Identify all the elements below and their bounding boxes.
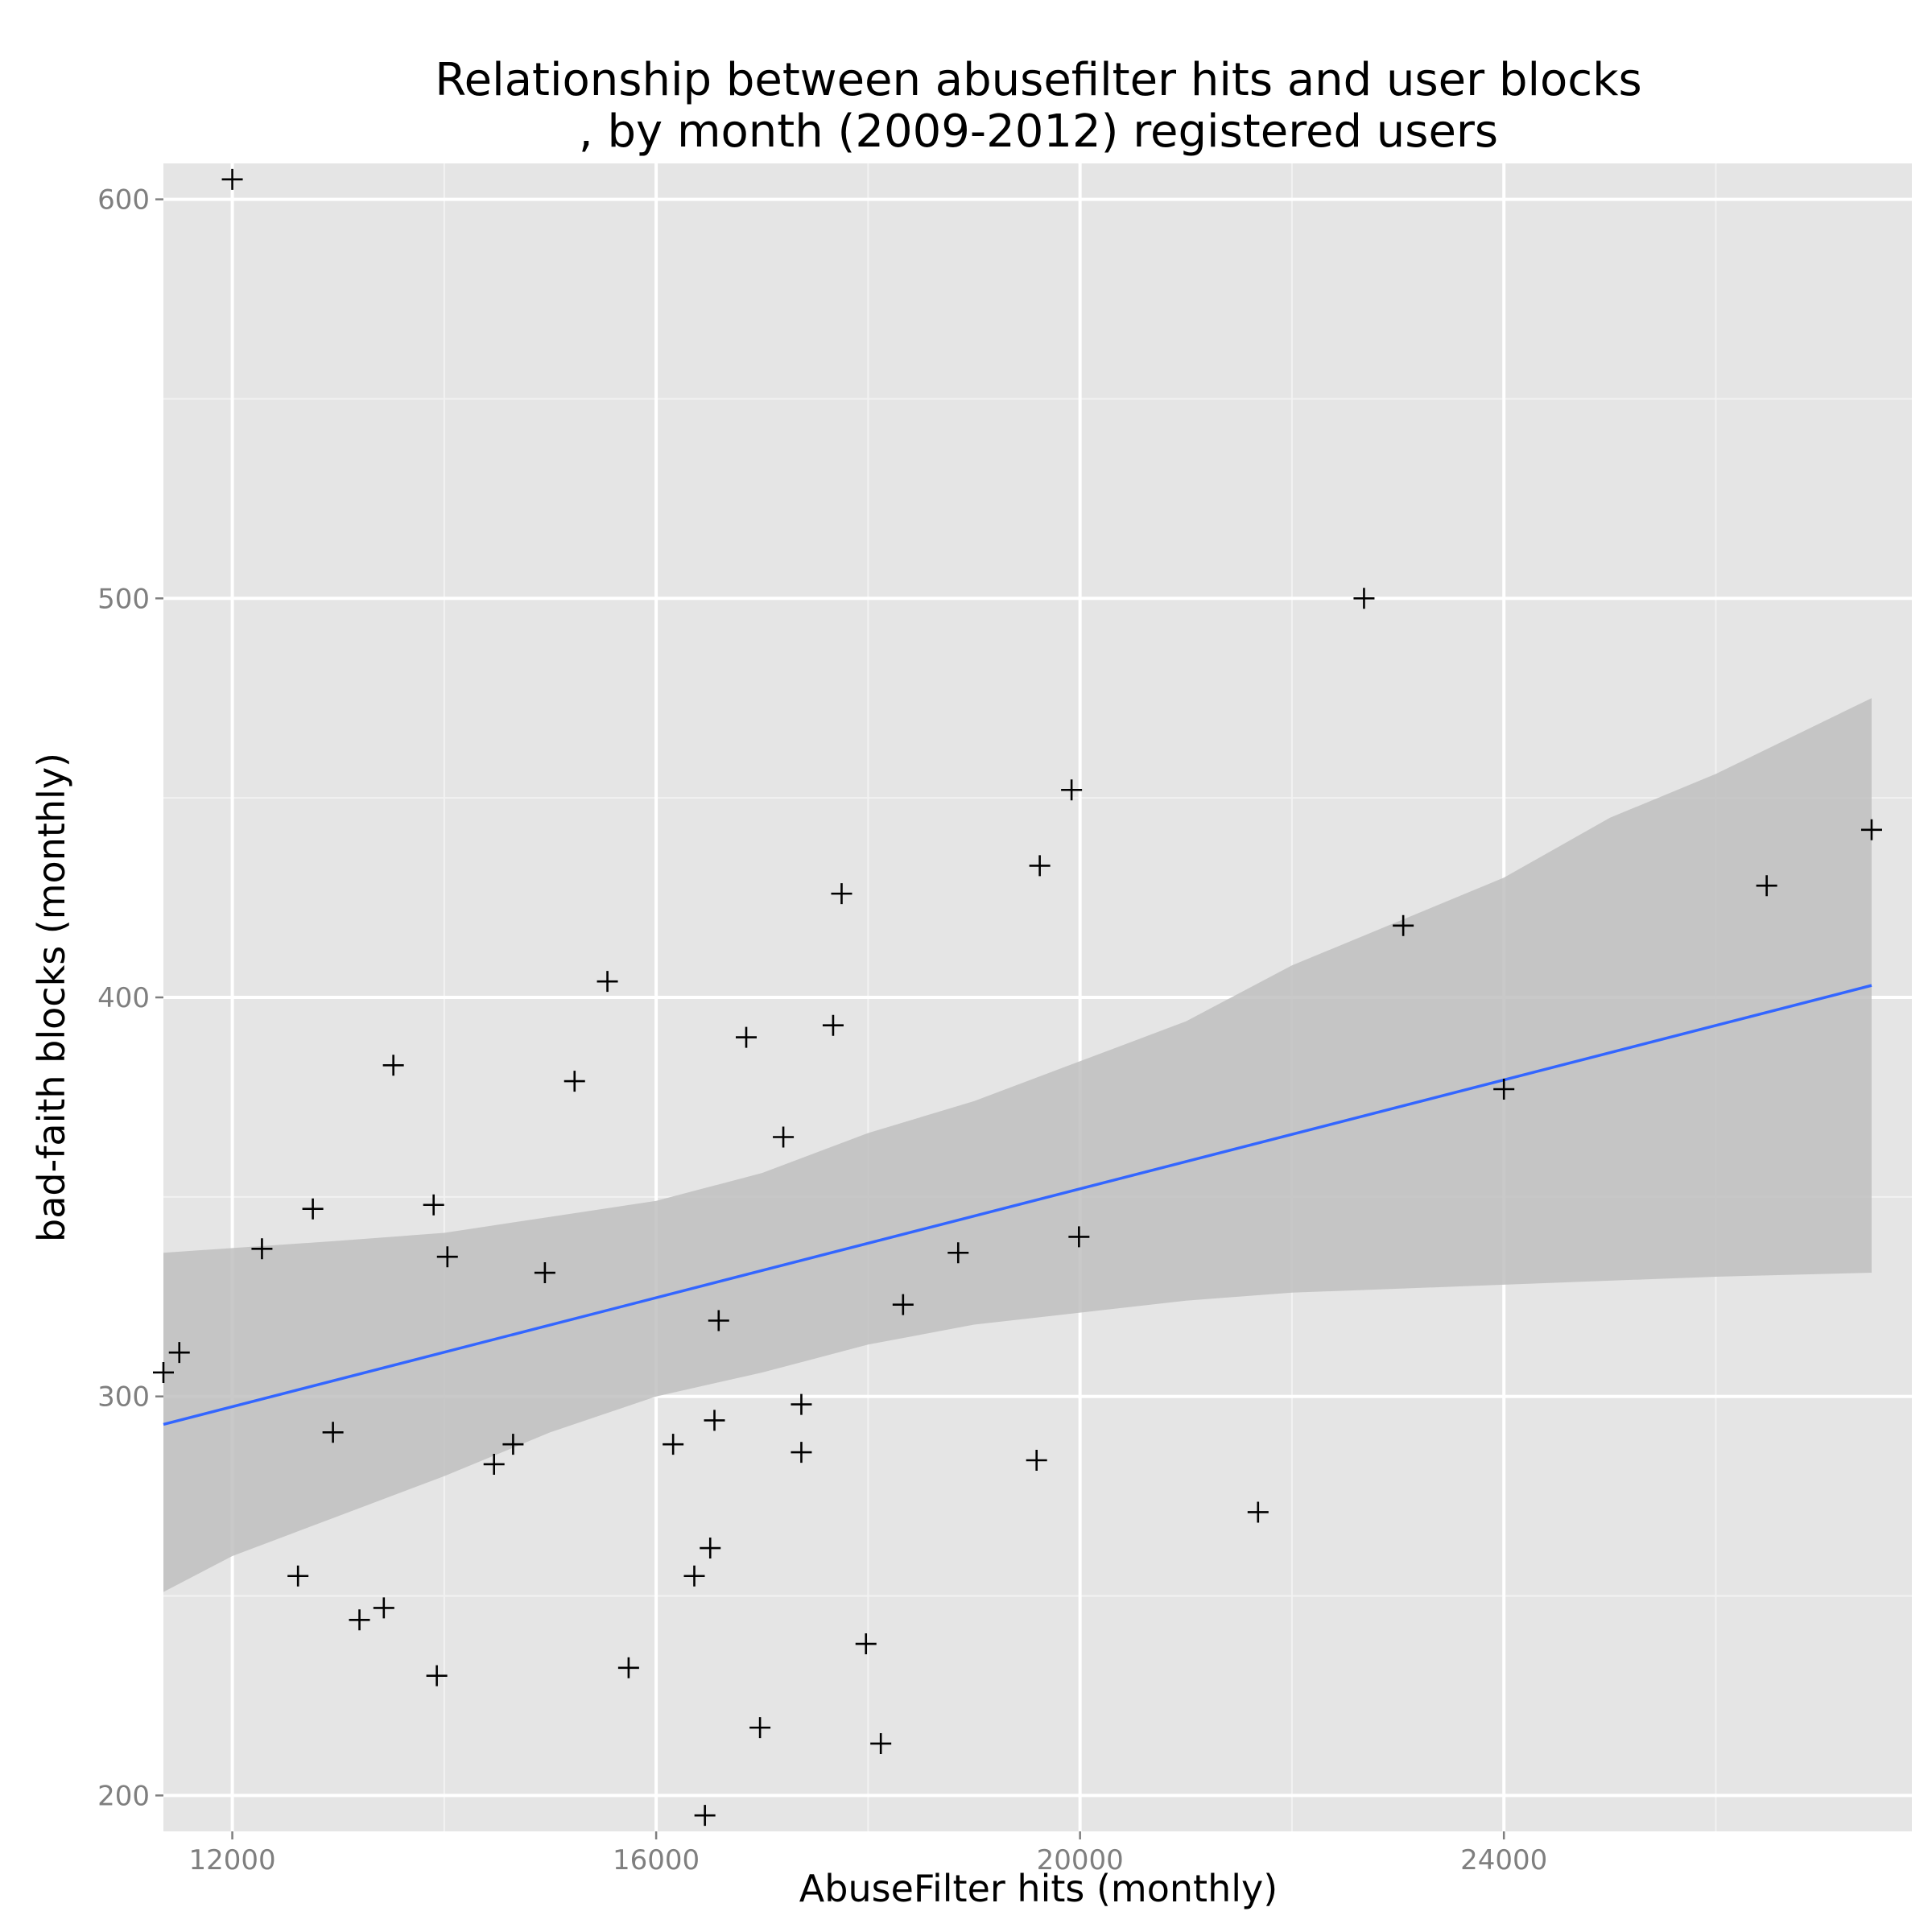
- data-point: [1756, 875, 1777, 897]
- data-point: [791, 1393, 812, 1415]
- data-point: [436, 1246, 458, 1268]
- points-layer: [153, 168, 1882, 1827]
- y-tick-label: 600: [97, 184, 150, 217]
- data-point: [221, 168, 243, 190]
- data-point: [1860, 819, 1882, 840]
- x-tick-label: 20000: [1037, 1844, 1124, 1876]
- data-point: [349, 1609, 370, 1631]
- y-axis-title: bad-faith blocks (monthly): [30, 753, 73, 1242]
- data-point: [749, 1717, 771, 1739]
- x-tick-label: 16000: [613, 1844, 700, 1876]
- data-point: [426, 1665, 448, 1686]
- regression-line: [163, 984, 1872, 1426]
- data-point: [791, 1442, 812, 1463]
- data-point: [947, 1242, 969, 1264]
- y-tick-label: 200: [97, 1780, 150, 1812]
- data-point: [322, 1422, 344, 1443]
- x-tick-label: 12000: [188, 1844, 275, 1876]
- data-point: [700, 1538, 721, 1559]
- data-point: [1029, 855, 1051, 877]
- data-point: [564, 1071, 585, 1092]
- data-point: [373, 1597, 394, 1619]
- fit-line-layer: [163, 984, 1872, 1426]
- y-tick-label: 500: [97, 583, 150, 615]
- data-point: [870, 1732, 892, 1754]
- data-point: [663, 1434, 684, 1455]
- data-point: [168, 1342, 190, 1364]
- data-point: [892, 1294, 914, 1315]
- data-point: [1393, 914, 1414, 936]
- data-point: [822, 1014, 844, 1036]
- data-point: [483, 1453, 505, 1475]
- data-point: [773, 1126, 795, 1148]
- data-point: [1493, 1079, 1515, 1100]
- x-tick-label: 24000: [1460, 1844, 1547, 1876]
- data-point: [1353, 588, 1375, 609]
- data-point: [1068, 1226, 1090, 1248]
- x-axis-ticks: 12000 16000 20000 24000: [188, 1831, 1547, 1876]
- data-point: [597, 971, 618, 993]
- data-point: [382, 1055, 404, 1076]
- chart-title-line1: Relationship between abusefilter hits an…: [435, 54, 1641, 106]
- confidence-band-layer: [163, 698, 1872, 1592]
- chart-title-line2: , by month (2009-2012) registered users: [579, 105, 1498, 158]
- data-point: [302, 1198, 324, 1220]
- data-point: [502, 1434, 524, 1455]
- data-point: [617, 1657, 639, 1678]
- data-point: [534, 1262, 555, 1284]
- data-point: [683, 1565, 705, 1587]
- data-point: [1061, 779, 1083, 801]
- data-point: [1026, 1450, 1047, 1471]
- data-point: [153, 1361, 174, 1383]
- y-tick-label: 400: [97, 982, 150, 1014]
- grid-major: [163, 163, 1912, 1831]
- data-point: [1247, 1501, 1269, 1523]
- data-point: [423, 1194, 444, 1216]
- data-point: [704, 1410, 725, 1431]
- y-axis-ticks: 200 300 400 500 600: [97, 184, 163, 1812]
- x-axis-title: AbuseFilter hits (monthly): [799, 1867, 1278, 1910]
- data-point: [736, 1026, 757, 1048]
- data-point: [831, 883, 852, 905]
- data-point: [287, 1565, 309, 1587]
- data-point: [708, 1310, 729, 1331]
- y-tick-label: 300: [97, 1381, 150, 1414]
- data-point: [694, 1805, 716, 1827]
- data-point: [251, 1238, 273, 1260]
- data-point: [855, 1633, 877, 1655]
- confidence-band: [163, 698, 1872, 1592]
